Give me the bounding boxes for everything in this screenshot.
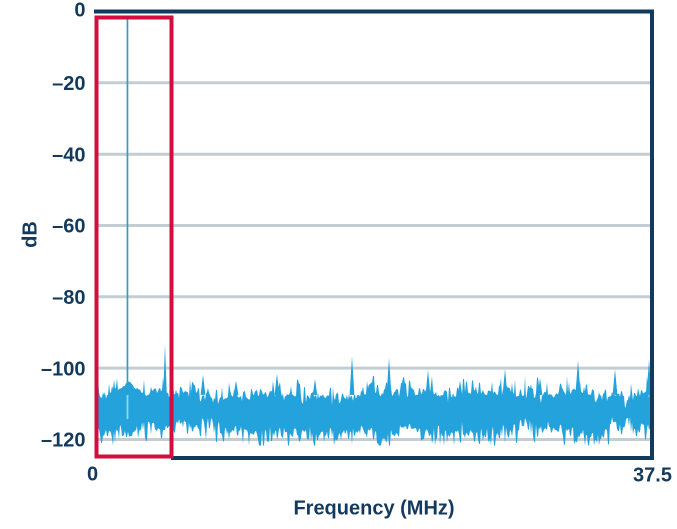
svg-text:Frequency (MHz): Frequency (MHz)	[293, 498, 454, 520]
svg-text:–100: –100	[41, 358, 86, 380]
svg-text:–40: –40	[52, 144, 85, 166]
svg-text:–120: –120	[41, 430, 86, 452]
svg-text:–60: –60	[52, 216, 85, 238]
svg-text:37.5: 37.5	[633, 465, 672, 487]
svg-text:0: 0	[74, 0, 85, 22]
svg-text:dB: dB	[20, 221, 42, 248]
svg-text:0: 0	[87, 464, 98, 486]
svg-text:–80: –80	[52, 287, 85, 309]
svg-text:–20: –20	[52, 73, 85, 95]
